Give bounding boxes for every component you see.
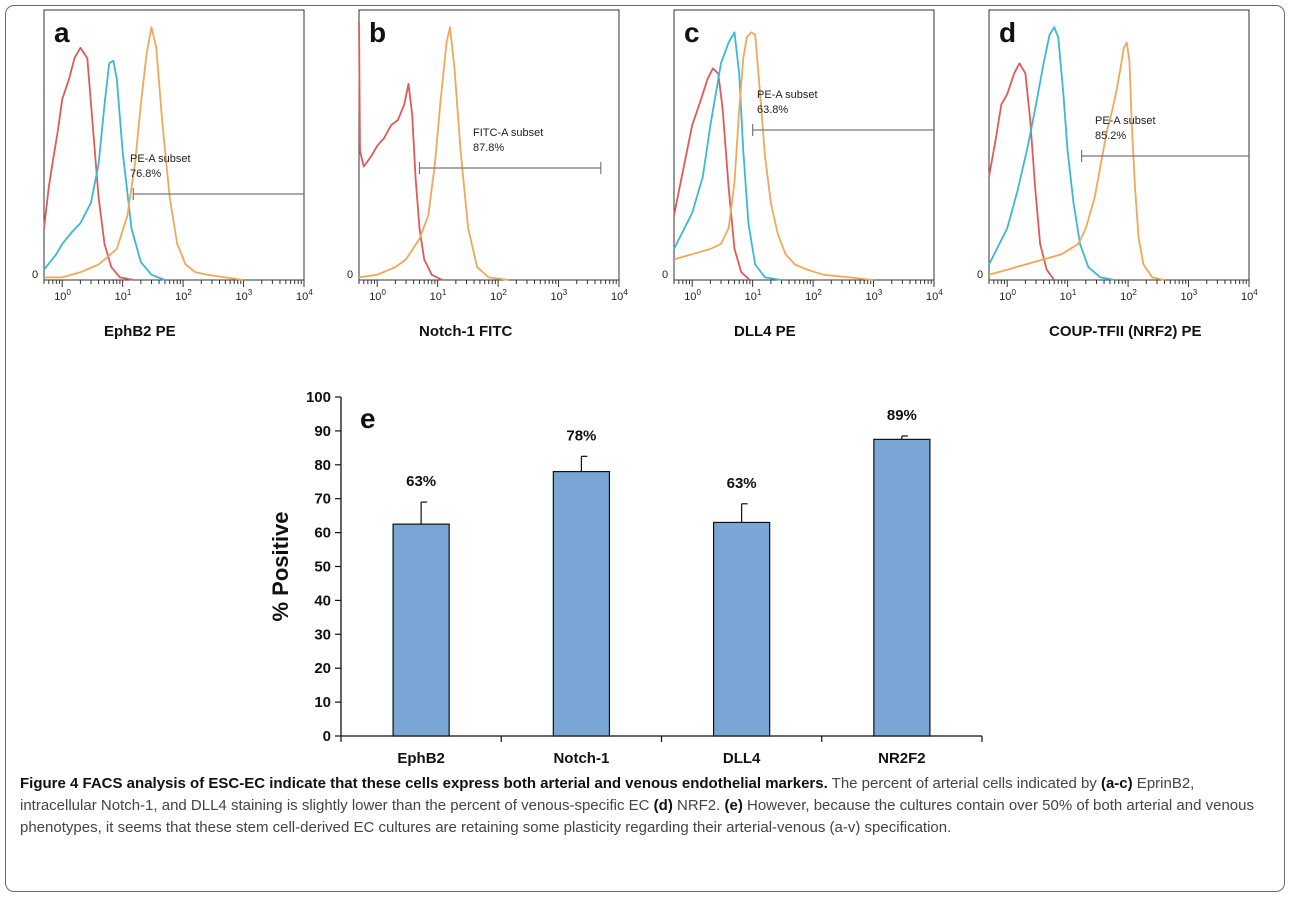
panel-a-gate-percent: 76.8% — [130, 168, 161, 180]
panel-d-histogram-curve-1 — [988, 26, 1115, 281]
panel-b-x-tick-label: 100 — [369, 288, 386, 303]
bar-chart-y-tick-label: 10 — [314, 694, 331, 711]
panel-d-histogram-curve-0 — [988, 62, 1055, 281]
bar-chart-y-tick-label: 100 — [306, 389, 331, 406]
category-label-NR2F2: NR2F2 — [878, 750, 926, 767]
panel-a-x-tick-label: 102 — [175, 288, 192, 303]
figure-frame — [5, 5, 1285, 892]
panel-c-gate-name: PE-A subset — [757, 89, 818, 101]
panel-a-x-axis-title: EphB2 PE — [104, 323, 176, 340]
caption-text-2: EprinB2, intracellular Notch-1, and DLL4… — [20, 775, 1195, 814]
category-label-Notch-1: Notch-1 — [553, 750, 609, 767]
panel-c-histogram-curve-1 — [673, 31, 782, 281]
data-label-DLL4: 63% — [727, 475, 757, 492]
bar-chart-y-tick-label: 90 — [314, 423, 331, 440]
panel-b-x-tick-label: 103 — [551, 288, 568, 303]
panel-b-x-axis-title: Notch-1 FITC — [419, 323, 512, 340]
caption-text-1: The percent of arterial cells indicated … — [827, 775, 1101, 792]
panel-c-gate-percent: 63.8% — [757, 104, 788, 116]
panel-c-y-zero-label: 0 — [662, 269, 668, 281]
bar-DLL4 — [712, 521, 771, 737]
panel-d-x-tick-label: 103 — [1181, 288, 1198, 303]
panel-d-y-zero-label: 0 — [977, 269, 983, 281]
panel-c-x-axis-title: DLL4 PE — [734, 323, 796, 340]
panel-c-letter: c — [684, 17, 700, 48]
panel-d-letter: d — [999, 17, 1016, 48]
bar-chart-y-tick-label: 30 — [314, 626, 331, 643]
caption-text-4: However, because the cultures contain ov… — [20, 797, 1254, 836]
panel-b-gate-name: FITC-A subset — [473, 127, 543, 139]
panel-a-x-tick-label: 101 — [115, 288, 132, 303]
figure-caption: Figure 4 FACS analysis of ESC-EC indicat… — [20, 773, 1275, 839]
panel-c-x-tick-label: 101 — [745, 288, 762, 303]
panel-d-x-tick-label: 100 — [999, 288, 1016, 303]
panel-a-histogram-curve-1 — [43, 59, 166, 281]
caption-label: Figure 4 FACS analysis of ESC-EC indicat… — [20, 775, 828, 792]
caption-ref-ac: (a-c) — [1100, 775, 1133, 792]
panel-a-histogram-curve-2 — [44, 26, 244, 281]
panel-a-letter: a — [54, 17, 70, 48]
panel-d-x-axis-title: COUP-TFII (NRF2) PE — [1049, 323, 1202, 340]
bar-chart-y-tick-label: 50 — [314, 559, 331, 576]
data-label-Notch-1: 78% — [566, 427, 596, 444]
panel-c-plot-frame — [673, 9, 935, 281]
panel-d-histogram-curve-2 — [988, 41, 1165, 281]
bar-chart-y-tick-label: 20 — [314, 660, 331, 677]
panel-c-x-tick-label: 100 — [684, 288, 701, 303]
bar-chart-y-tick-label: 0 — [323, 728, 331, 745]
panel-d-x-tick-label: 102 — [1120, 288, 1137, 303]
panel-c-x-tick-label: 103 — [866, 288, 883, 303]
bar-chart-y-axis-title: % Positive — [268, 511, 293, 621]
bar-NR2F2 — [873, 438, 931, 737]
caption-ref-e: (e) — [724, 797, 743, 814]
panel-c-histogram-curve-0 — [673, 67, 751, 281]
panel-b-gate-percent: 87.8% — [473, 142, 504, 154]
panel-e-letter: e — [360, 403, 376, 434]
bar-EphB2 — [392, 523, 450, 737]
panel-c-x-tick-label: 102 — [805, 288, 822, 303]
panel-d-gate-name: PE-A subset — [1095, 115, 1156, 127]
panel-b-x-tick-label: 102 — [490, 288, 507, 303]
caption-text-3: NRF2. — [672, 797, 725, 814]
bar-chart-y-tick-label: 40 — [314, 592, 331, 609]
data-label-EphB2: 63% — [406, 473, 436, 490]
panel-a-histogram-curve-0 — [43, 46, 134, 281]
bar-Notch-1 — [552, 470, 611, 737]
panel-b-y-zero-label: 0 — [347, 269, 353, 281]
bar-chart-panel-e: 0 10 20 30 40 50 60 70 80 90 100 63% EphB2 78% Notch-1… — [268, 389, 983, 767]
bar-chart-y-tick-label: 60 — [314, 525, 331, 542]
panel-a-gate-name: PE-A subset — [130, 153, 191, 165]
panel-a-x-tick-label: 103 — [236, 288, 253, 303]
category-label-EphB2: EphB2 — [397, 750, 445, 767]
panel-d-x-tick-label: 101 — [1060, 288, 1077, 303]
panel-b-histogram-curve-0 — [358, 21, 443, 281]
panel-a-y-zero-label: 0 — [32, 269, 38, 281]
panel-b-histogram-curve-1 — [358, 26, 509, 281]
panel-b-x-tick-label: 101 — [430, 288, 447, 303]
data-label-NR2F2: 89% — [887, 407, 917, 424]
panel-a-x-tick-label: 100 — [54, 288, 71, 303]
panel-c-histogram-curve-2 — [673, 31, 874, 281]
panel-b-letter: b — [369, 17, 386, 48]
bar-chart-y-tick-label: 70 — [314, 491, 331, 508]
caption-ref-d: (d) — [653, 797, 673, 814]
category-label-DLL4: DLL4 — [723, 750, 761, 767]
panel-d-gate-percent: 85.2% — [1095, 130, 1126, 142]
bar-chart-y-tick-label: 80 — [314, 457, 331, 474]
